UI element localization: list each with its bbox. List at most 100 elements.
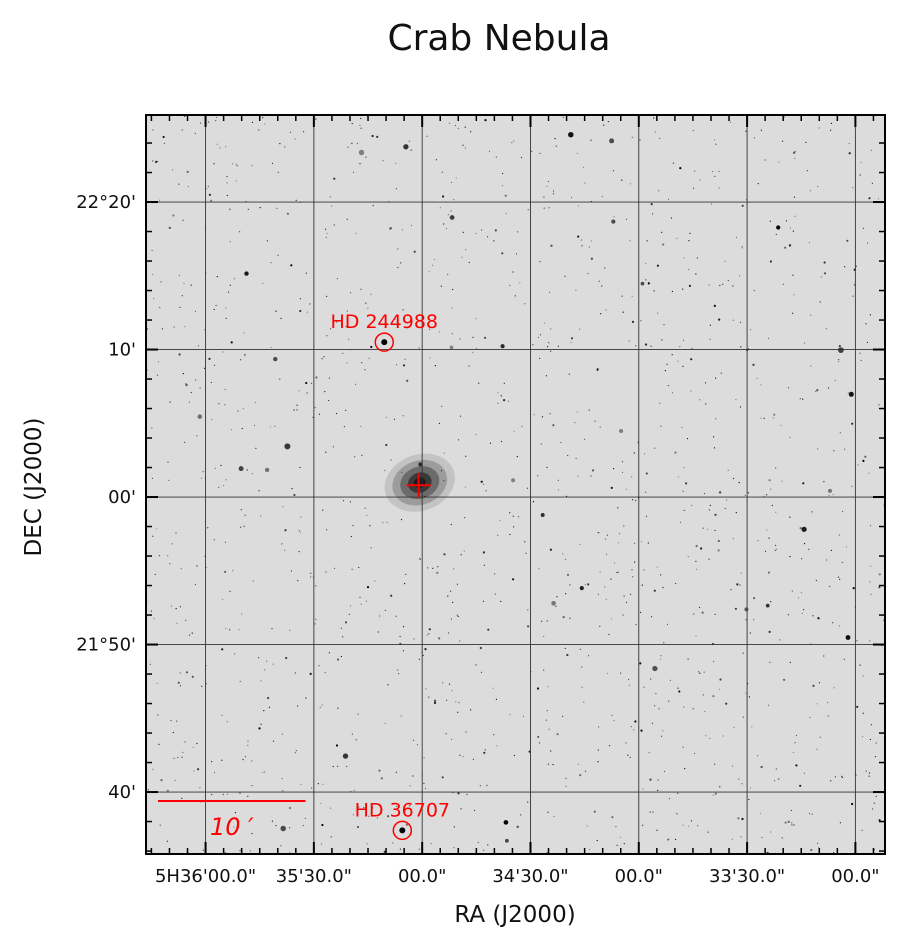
star (428, 696, 430, 698)
star (720, 372, 722, 374)
star (682, 824, 684, 826)
star (197, 414, 203, 419)
star (845, 635, 851, 640)
star (809, 190, 812, 192)
star (177, 756, 179, 759)
chart-title: Crab Nebula (387, 18, 610, 59)
star (581, 686, 583, 688)
star (276, 207, 278, 209)
star (360, 288, 362, 290)
star (773, 780, 776, 782)
star (368, 357, 370, 359)
star (240, 526, 242, 528)
star (857, 464, 859, 466)
star (787, 820, 790, 824)
star (546, 466, 548, 468)
star (671, 290, 674, 293)
star (451, 690, 453, 692)
star (258, 490, 260, 492)
star (485, 490, 487, 492)
star (709, 324, 712, 326)
star (772, 417, 774, 419)
star (773, 413, 776, 416)
star (658, 708, 660, 710)
star (540, 513, 545, 517)
star (580, 239, 583, 241)
star (860, 161, 862, 163)
star (511, 142, 513, 144)
star (557, 489, 560, 491)
star (598, 532, 600, 534)
star (640, 541, 643, 543)
star (699, 179, 701, 181)
star (619, 836, 622, 838)
star (613, 216, 615, 218)
star (168, 226, 171, 229)
star (322, 509, 324, 511)
star (586, 825, 588, 827)
star (647, 282, 650, 285)
star (833, 852, 835, 854)
star (656, 829, 658, 831)
star (683, 257, 685, 259)
star (266, 660, 268, 662)
star (801, 526, 807, 532)
star (195, 379, 197, 381)
star (252, 580, 254, 582)
star (244, 271, 249, 276)
star (296, 404, 298, 406)
star (230, 429, 233, 431)
star (557, 345, 560, 347)
star (241, 613, 243, 615)
star (635, 345, 637, 347)
star (346, 765, 348, 768)
star (475, 348, 478, 350)
star (213, 308, 215, 311)
star (433, 701, 437, 705)
star (699, 399, 701, 401)
star-label: HD 36707 (355, 799, 450, 821)
star (394, 318, 396, 320)
star (803, 342, 806, 344)
star (792, 751, 795, 753)
star (330, 836, 332, 838)
star (717, 539, 720, 543)
star (781, 837, 783, 839)
star (774, 549, 776, 552)
star (325, 571, 327, 573)
star (623, 525, 625, 527)
star (609, 138, 615, 144)
star (360, 425, 362, 427)
star (194, 583, 196, 586)
star (793, 294, 795, 296)
star (715, 143, 717, 145)
star (457, 127, 459, 129)
star (412, 775, 414, 777)
star (828, 494, 830, 497)
star (392, 842, 394, 844)
star (387, 815, 390, 818)
star (738, 778, 740, 780)
star (470, 131, 472, 133)
star (669, 679, 672, 682)
star (808, 812, 811, 815)
star (210, 199, 213, 202)
star (399, 848, 401, 850)
star (488, 150, 491, 152)
star (770, 831, 772, 833)
star (324, 672, 326, 674)
star (190, 284, 192, 286)
star (803, 543, 806, 545)
star (842, 510, 844, 513)
star (395, 771, 397, 774)
star (541, 620, 543, 622)
star (357, 713, 359, 715)
star (838, 625, 841, 627)
star (401, 471, 403, 473)
star (734, 607, 738, 610)
star (689, 232, 691, 234)
star (333, 177, 336, 180)
star (696, 568, 698, 570)
star (451, 738, 453, 740)
star (342, 636, 344, 638)
